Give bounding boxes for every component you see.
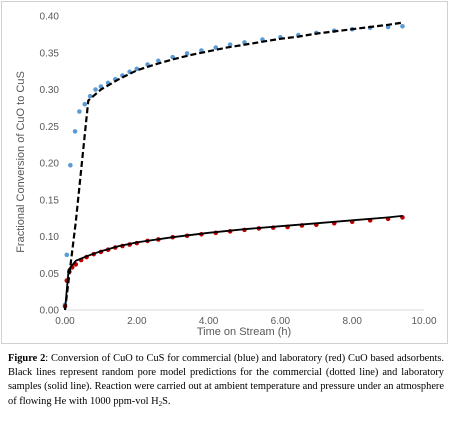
series-0-point: [68, 162, 73, 168]
series-0-point: [184, 51, 190, 56]
y-tick-label: 0.05: [40, 269, 60, 280]
y-tick-label: 0.30: [40, 85, 60, 96]
figure-caption: Figure 2: Conversion of CuO to CuS for c…: [8, 352, 444, 409]
model-dashed-line: [63, 21, 403, 311]
x-tick-label: 8.00: [342, 316, 362, 327]
chart-svg: 0.00 2.00 4.00 6.00 8.00 10.00 0.00 0.05 0.10 0.1…: [15, 12, 437, 339]
series-0-point: [134, 66, 140, 72]
y-axis-title: Fractional Conversion of CuO to CuS: [15, 71, 27, 253]
x-tick-label: 6.00: [271, 316, 291, 327]
series-0-point: [72, 129, 78, 134]
y-tick-label: 0.25: [40, 122, 60, 133]
series-0-point: [400, 23, 405, 29]
y-tick-label: 0.10: [40, 232, 60, 243]
x-axis-title: Time on Stream (h): [197, 326, 291, 338]
series-0-point: [82, 101, 88, 107]
y-tick-label: 0.35: [40, 48, 60, 59]
chart-frame: 0.00 2.00 4.00 6.00 8.00 10.00 0.00 0.05 0.10 0.1…: [1, 1, 448, 344]
x-tick-label: 10.00: [411, 316, 436, 327]
x-tick-label: 0.00: [55, 316, 75, 327]
series-0-point: [64, 252, 70, 258]
caption-text: : Conversion of CuO to CuS for commercia…: [8, 353, 444, 407]
y-tick-label: 0.20: [40, 159, 60, 170]
y-tick-label: 0.15: [40, 195, 60, 206]
model-solid-line: [64, 215, 403, 311]
caption-subscript: 2: [158, 399, 163, 408]
series-0-point: [156, 58, 161, 64]
y-tick-label: 0.00: [40, 306, 60, 317]
figure-label: Figure 2: [8, 353, 46, 364]
x-tick-label: 4.00: [199, 316, 219, 327]
series-layer: [62, 21, 405, 311]
series-0-point: [87, 93, 93, 99]
axes: 0.00 2.00 4.00 6.00 8.00 10.00 0.00 0.05 0.10 0.1…: [40, 12, 437, 328]
series-0-point: [77, 109, 82, 114]
y-tick-label: 0.40: [40, 12, 60, 23]
series-0-point: [93, 87, 98, 92]
x-tick-label: 2.00: [127, 316, 147, 327]
caption-text-end: S.: [162, 395, 171, 407]
